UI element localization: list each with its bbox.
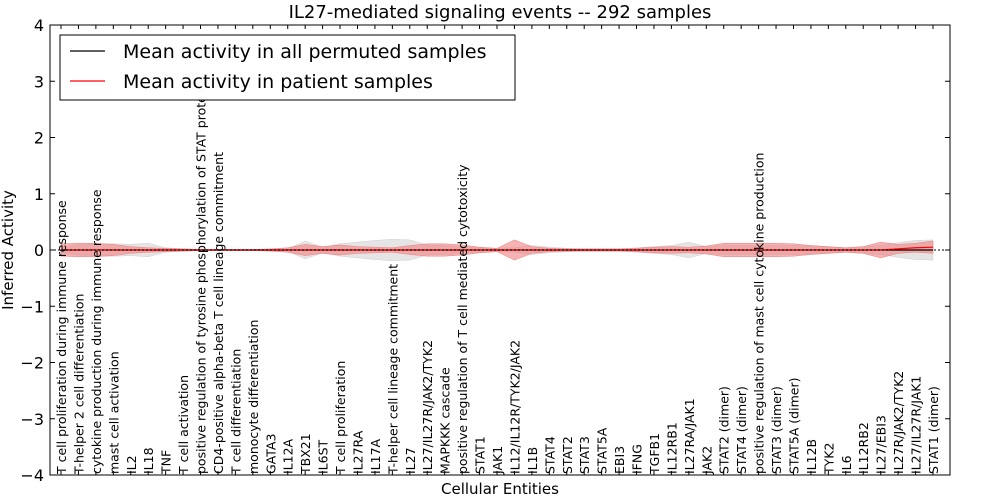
category-label: IL17A: [368, 438, 383, 474]
category-label: STAT4: [542, 436, 557, 474]
category-labels: T cell proliferation during immune respo…: [54, 84, 941, 475]
category-label: TYK2: [821, 443, 836, 475]
chart-title: IL27-mediated signaling events -- 292 sa…: [289, 2, 712, 23]
category-label: positive regulation of T cell mediated c…: [455, 164, 470, 474]
category-label: STAT5A: [595, 427, 610, 474]
category-label: STAT4 (dimer): [734, 386, 749, 474]
category-label: IL27/IL27R/JAK1: [909, 376, 924, 474]
category-label: T cell activation: [176, 375, 191, 475]
category-label: STAT2 (dimer): [717, 386, 732, 474]
category-label: TBX21: [298, 433, 313, 475]
category-label: JAK1: [490, 446, 505, 475]
category-label: T cell differentiation: [228, 349, 243, 475]
category-label: IFNG: [630, 444, 645, 474]
category-label: IL27RA/JAK1: [682, 398, 697, 474]
y-tick-label: −2: [20, 354, 44, 373]
y-tick-label: −1: [20, 297, 44, 316]
category-label: IL27RA: [350, 430, 365, 474]
category-label: STAT3: [577, 436, 592, 474]
y-axis-label: Inferred Activity: [0, 190, 17, 310]
category-label: IL12A: [281, 438, 296, 474]
category-label: IL27R/JAK2/TYK2: [891, 371, 906, 474]
y-tick-label: 3: [34, 72, 44, 91]
legend: Mean activity in all permuted samples Mea…: [59, 34, 516, 101]
category-label: IL27: [403, 447, 418, 474]
category-label: IL1B: [525, 447, 540, 474]
y-tick-label: 1: [34, 185, 44, 204]
category-label: STAT3 (dimer): [769, 386, 784, 474]
category-label: STAT5A (dimer): [786, 378, 801, 474]
category-label: IL6ST: [316, 439, 331, 474]
category-label: IL27/IL27R/JAK2/TYK2: [420, 340, 435, 474]
legend-label: Mean activity in all permuted samples: [123, 41, 486, 63]
category-label: cytokine production during immune respon…: [89, 189, 104, 474]
category-label: IL6: [839, 455, 854, 474]
category-label: TGFB1: [647, 433, 662, 475]
category-label: mast cell activation: [106, 351, 121, 474]
category-label: positive regulation of mast cell cytokin…: [752, 153, 767, 474]
category-label: IL12/IL12R/TYK2/JAK2: [507, 340, 522, 474]
axes: 4 3 2 1 0 −1 −2 −3 −4: [20, 16, 951, 485]
category-label: positive regulation of tyrosine phosphor…: [194, 84, 209, 474]
category-label: IL12B: [804, 439, 819, 474]
category-label: MAPKKK cascade: [438, 367, 453, 474]
category-label: EBI3: [612, 446, 627, 474]
category-label: STAT1 (dimer): [926, 386, 941, 474]
y-tick-label: −4: [20, 466, 44, 485]
category-label: T cell proliferation during immune respo…: [54, 200, 69, 475]
legend-box: [59, 34, 516, 101]
category-label: JAK2: [699, 446, 714, 475]
legend-label: Mean activity in patient samples: [123, 71, 433, 93]
category-label: IL12RB1: [664, 422, 679, 474]
x-axis-label: Cellular Entities: [441, 480, 559, 498]
category-label: IL12RB2: [856, 422, 871, 474]
y-tick-label: 0: [34, 241, 44, 260]
category-label: GATA3: [263, 434, 278, 474]
y-tick-label: 4: [34, 16, 44, 35]
category-label: IL2: [124, 455, 139, 474]
category-label: STAT1: [473, 436, 488, 474]
category-label: IL27/EBI3: [874, 415, 889, 474]
category-label: monocyte differentiation: [246, 320, 261, 474]
category-label: IL18: [141, 447, 156, 474]
category-label: T-helper 2 cell differentiation: [71, 294, 86, 475]
category-label: STAT2: [560, 436, 575, 474]
category-label: T-helper cell lineage commitment: [385, 264, 400, 475]
category-label: CD4-positive alpha-beta T cell lineage c…: [211, 152, 226, 474]
y-tick-label: −3: [20, 410, 44, 429]
category-label: TNF: [159, 450, 174, 475]
category-label: T cell proliferation: [333, 361, 348, 475]
y-tick-label: 2: [34, 129, 44, 148]
